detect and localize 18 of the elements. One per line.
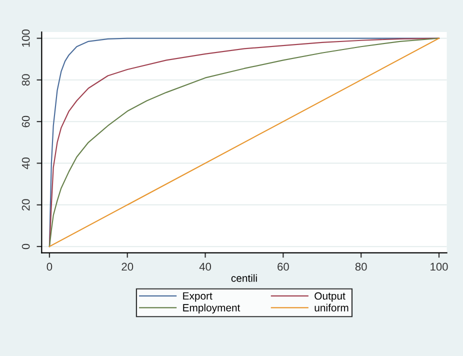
legend-label: Output: [314, 292, 346, 302]
y-tick-label: 60: [22, 116, 30, 128]
x-axis-title: centili: [231, 274, 257, 282]
legend-label: Export: [183, 292, 212, 302]
x-tick-label: 60: [278, 262, 289, 271]
x-tick-label: 40: [199, 262, 212, 271]
x-tick-label: 80: [355, 262, 367, 271]
legend-label: uniform: [314, 304, 348, 312]
y-tick-label: 20: [22, 199, 30, 210]
line-series: [48, 38, 440, 248]
y-tick-label: 40: [22, 157, 30, 170]
legend-label: Employment: [183, 304, 240, 314]
x-tick-label: 20: [122, 262, 134, 271]
x-tick-label: 0: [46, 262, 52, 271]
y-tick-label: 80: [22, 74, 30, 86]
y-tick-label: 0: [22, 244, 30, 250]
y-tick-label: 100: [22, 29, 30, 47]
x-tick-label: 100: [430, 262, 448, 271]
